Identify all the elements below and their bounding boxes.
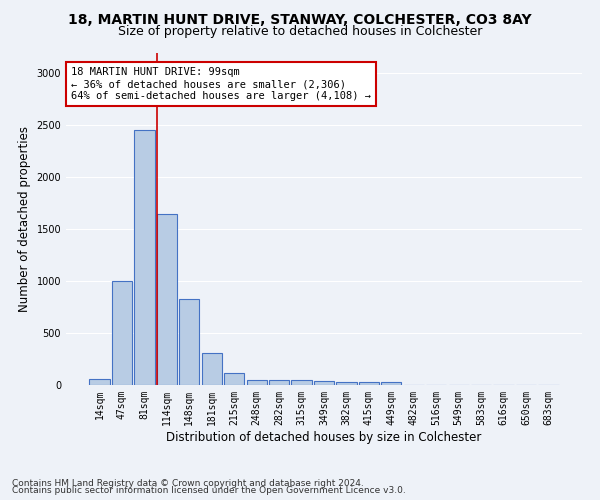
Bar	[314, 382, 334, 385]
Bar	[89, 379, 110, 385]
Text: Size of property relative to detached houses in Colchester: Size of property relative to detached ho…	[118, 25, 482, 38]
Bar	[157, 214, 177, 385]
Bar	[112, 281, 132, 385]
Bar	[224, 372, 244, 385]
Bar	[247, 380, 267, 385]
Bar	[381, 382, 401, 385]
Text: 18, MARTIN HUNT DRIVE, STANWAY, COLCHESTER, CO3 8AY: 18, MARTIN HUNT DRIVE, STANWAY, COLCHEST…	[68, 12, 532, 26]
Text: Contains HM Land Registry data © Crown copyright and database right 2024.: Contains HM Land Registry data © Crown c…	[12, 478, 364, 488]
Bar	[134, 130, 155, 385]
X-axis label: Distribution of detached houses by size in Colchester: Distribution of detached houses by size …	[166, 430, 482, 444]
Y-axis label: Number of detached properties: Number of detached properties	[18, 126, 31, 312]
Bar	[179, 299, 199, 385]
Bar	[292, 380, 311, 385]
Bar	[269, 380, 289, 385]
Bar	[359, 382, 379, 385]
Bar	[337, 382, 356, 385]
Text: 18 MARTIN HUNT DRIVE: 99sqm
← 36% of detached houses are smaller (2,306)
64% of : 18 MARTIN HUNT DRIVE: 99sqm ← 36% of det…	[71, 68, 371, 100]
Text: Contains public sector information licensed under the Open Government Licence v3: Contains public sector information licen…	[12, 486, 406, 495]
Bar	[202, 353, 222, 385]
